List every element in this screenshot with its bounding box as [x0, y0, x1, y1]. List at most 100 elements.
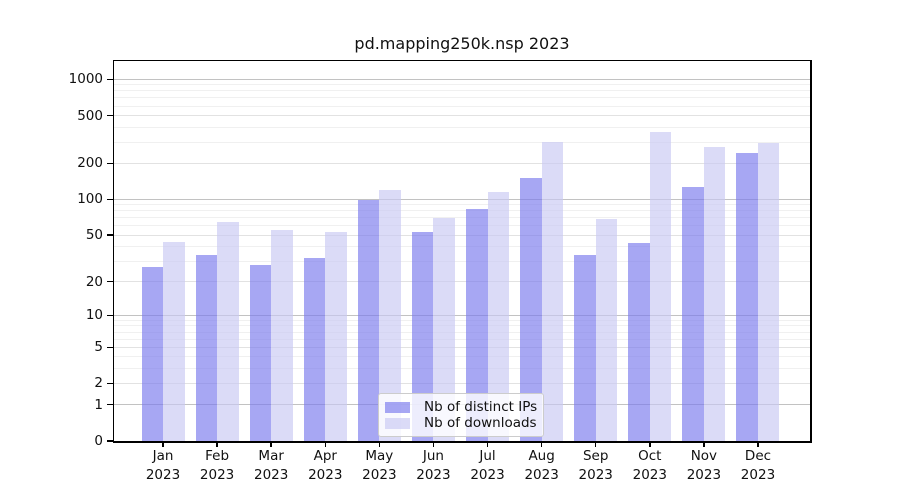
- x-tick-month: Jan: [152, 448, 174, 464]
- x-axis-tick: [162, 441, 164, 447]
- x-axis-tick: [595, 441, 597, 447]
- gridline: [114, 367, 810, 369]
- x-tick-year: 2023: [686, 467, 722, 483]
- x-tick-year: 2023: [524, 467, 559, 483]
- gridline: [114, 246, 810, 248]
- x-tick-label-mar: Mar 2023: [241, 447, 301, 485]
- y-tick-label: 0: [94, 433, 103, 449]
- x-tick-year: 2023: [145, 467, 181, 483]
- x-tick-label-jan: Jan 2023: [133, 447, 193, 485]
- bar-distinct-ips-dec: [736, 152, 758, 441]
- gridline: [114, 356, 810, 358]
- gridline: [114, 162, 810, 164]
- gridline: [114, 126, 810, 128]
- x-axis-tick: [757, 441, 759, 447]
- y-tick-label: 100: [77, 191, 103, 208]
- legend: Nb of distinct IPs Nb of downloads: [378, 393, 544, 437]
- bar-distinct-ips-nov: [682, 186, 704, 441]
- y-axis-tick: [107, 314, 113, 317]
- y-tick-label: 20: [85, 273, 103, 290]
- x-axis-tick: [378, 441, 381, 447]
- x-tick-year: 2023: [632, 467, 667, 483]
- y-tick-label: 1: [94, 396, 103, 413]
- x-tick-month: May: [365, 448, 394, 464]
- x-tick-year: 2023: [253, 467, 289, 483]
- x-tick-label-apr: Apr 2023: [295, 447, 355, 485]
- x-tick-month: Dec: [744, 448, 772, 464]
- x-tick-label-oct: Oct 2023: [620, 447, 680, 485]
- legend-swatch-dl: [385, 417, 410, 429]
- legend-label-distinct-ips: Nb of distinct IPs: [424, 399, 538, 415]
- bar-distinct-ips-mar: [249, 264, 272, 441]
- x-tick-label-may: May 2023: [349, 447, 409, 485]
- gridline: [114, 260, 810, 262]
- x-tick-month: Jun: [422, 448, 444, 464]
- y-axis-tick: [107, 78, 113, 81]
- gridline: [114, 78, 810, 80]
- gridline: [114, 314, 810, 316]
- plot-spine-bottom: [112, 441, 812, 443]
- bar-downloads-nov: [703, 147, 726, 441]
- legend-label-downloads: Nb of downloads: [424, 415, 537, 431]
- gridline: [114, 115, 810, 117]
- bar-distinct-ips-jan: [141, 266, 163, 441]
- x-tick-year: 2023: [308, 467, 343, 483]
- bar-downloads-apr: [325, 232, 347, 441]
- x-axis-tick: [432, 441, 435, 447]
- bar-downloads-jul: [487, 191, 510, 441]
- legend-swatch-ip: [385, 401, 410, 413]
- plot-spine-right: [810, 59, 812, 443]
- bar-downloads-may: [379, 189, 401, 441]
- bar-distinct-ips-sep: [574, 254, 596, 441]
- x-tick-month: Mar: [258, 448, 284, 464]
- gridline: [114, 84, 810, 86]
- x-axis-tick: [324, 441, 326, 447]
- x-axis-tick: [540, 441, 543, 447]
- chart-title: pd.mapping250k.nsp 2023: [354, 34, 570, 53]
- x-tick-label-dec: Dec 2023: [728, 447, 788, 485]
- x-tick-label-jun: Jun 2023: [403, 447, 463, 485]
- legend-item-distinct-ips: Nb of distinct IPs: [385, 399, 538, 415]
- y-axis-tick: [107, 382, 113, 385]
- gridline: [114, 346, 810, 348]
- y-axis-tick: [107, 114, 113, 117]
- gridline: [114, 382, 810, 384]
- x-tick-year: 2023: [470, 467, 505, 483]
- x-tick-month: Oct: [638, 448, 662, 464]
- x-tick-label-jul: Jul 2023: [458, 447, 518, 485]
- x-tick-label-aug: Aug 2023: [512, 447, 572, 485]
- x-tick-month: Feb: [205, 448, 230, 464]
- y-tick-label: 10: [85, 307, 103, 324]
- y-axis-tick: [107, 280, 113, 283]
- gridline: [114, 234, 810, 236]
- gridline: [114, 141, 810, 143]
- gridline: [114, 325, 810, 327]
- x-tick-label-sep: Sep 2023: [566, 447, 626, 485]
- plot-spine-top: [112, 59, 812, 61]
- y-axis-tick: [107, 346, 113, 348]
- y-axis-tick: [107, 198, 113, 201]
- y-axis-tick: [107, 162, 113, 165]
- gridline: [114, 105, 810, 107]
- x-axis-tick: [270, 441, 272, 447]
- gridline: [114, 281, 810, 283]
- y-axis-tick: [107, 404, 113, 406]
- x-tick-year: 2023: [199, 467, 235, 483]
- gridline: [114, 217, 810, 219]
- legend-item-downloads: Nb of downloads: [385, 415, 537, 431]
- bar-distinct-ips-aug: [520, 177, 542, 441]
- bar-downloads-feb: [217, 221, 239, 441]
- bar-downloads-sep: [595, 218, 618, 441]
- gridline: [114, 198, 810, 200]
- y-tick-label: 500: [77, 107, 103, 124]
- x-tick-year: 2023: [416, 467, 451, 483]
- bar-distinct-ips-oct: [628, 242, 650, 441]
- bar-downloads-aug: [541, 141, 564, 441]
- x-tick-label-feb: Feb 2023: [187, 447, 247, 485]
- x-axis-tick: [216, 441, 218, 447]
- bar-downloads-jun: [433, 217, 455, 441]
- x-tick-month: Apr: [313, 448, 337, 464]
- x-axis-tick: [703, 441, 705, 447]
- gridline: [114, 204, 810, 206]
